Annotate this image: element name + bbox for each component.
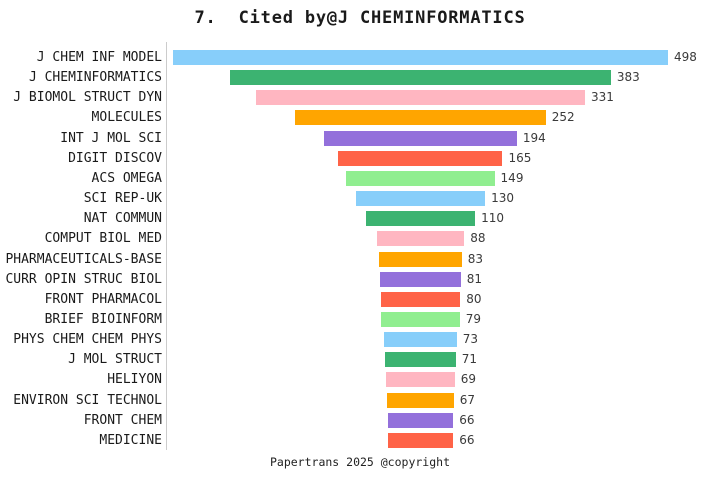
bar (385, 352, 456, 368)
value-label: 252 (551, 110, 575, 125)
value-label: 83 (467, 251, 484, 266)
value-label: 80 (466, 291, 482, 306)
value-label: 498 (674, 50, 697, 64)
value-label: 79 (465, 311, 482, 326)
y-axis-line (166, 42, 167, 450)
value-label: 69 (460, 372, 477, 387)
bar (365, 211, 476, 227)
bar (230, 70, 611, 86)
category-label: BRIEF BIOINFORM (44, 311, 162, 327)
category-label: FRONT PHARMACOL (44, 291, 162, 307)
bar (324, 130, 517, 146)
bar (338, 150, 503, 166)
category-label: NAT COMMUN (83, 211, 162, 227)
value-label: 81 (466, 271, 483, 286)
value-label: 66 (459, 432, 475, 447)
bar (386, 372, 455, 388)
value-label: 110 (481, 211, 505, 226)
bar (387, 412, 454, 428)
value-label: 165 (508, 150, 532, 165)
bar (379, 251, 462, 267)
bar (355, 191, 486, 207)
bar (384, 332, 457, 348)
value-label: 383 (616, 70, 640, 85)
category-label: MEDICINE (99, 432, 162, 448)
bar (376, 231, 465, 247)
value-label: 67 (459, 392, 476, 407)
value-label: 130 (491, 191, 515, 206)
value-label: 66 (459, 412, 475, 427)
bar (381, 311, 460, 327)
value-label: 88 (470, 231, 486, 246)
category-label: FRONT CHEM (83, 412, 162, 428)
category-label: CURR OPIN STRUC BIOL (5, 271, 162, 287)
bar (346, 170, 495, 186)
category-label: PHYS CHEM CHEM PHYS (13, 332, 162, 348)
value-label: 71 (461, 352, 478, 367)
category-label: PHARMACEUTICALS-BASE (5, 251, 162, 267)
bar (172, 50, 668, 65)
category-label: J CHEM INF MODEL (36, 50, 162, 65)
bar (387, 392, 454, 408)
category-label: J CHEMINFORMATICS (28, 70, 162, 86)
category-label: HELIYON (107, 372, 162, 388)
value-label: 331 (591, 90, 614, 105)
category-label: J BIOMOL STRUCT DYN (13, 90, 162, 106)
copyright-footer: Papertrans 2025 @copyright (269, 455, 450, 469)
bar (380, 291, 461, 307)
category-label: COMPUT BIOL MED (44, 231, 162, 247)
bar (387, 432, 454, 448)
value-label: 73 (462, 332, 479, 347)
chart-title: 7. Cited by@J CHEMINFORMATICS (194, 8, 526, 28)
category-label: DIGIT DISCOV (68, 150, 162, 166)
category-label: INT J MOL SCI (60, 130, 162, 146)
bar (380, 271, 461, 287)
category-label: J MOL STRUCT (68, 352, 162, 368)
category-label: ENVIRON SCI TECHNOL (13, 392, 162, 408)
value-label: 194 (522, 130, 546, 145)
category-label: MOLECULES (91, 110, 162, 126)
bar (255, 90, 585, 106)
category-label: ACS OMEGA (91, 170, 162, 186)
bar (295, 110, 546, 126)
value-label: 149 (500, 170, 524, 185)
category-label: SCI REP-UK (83, 191, 162, 207)
